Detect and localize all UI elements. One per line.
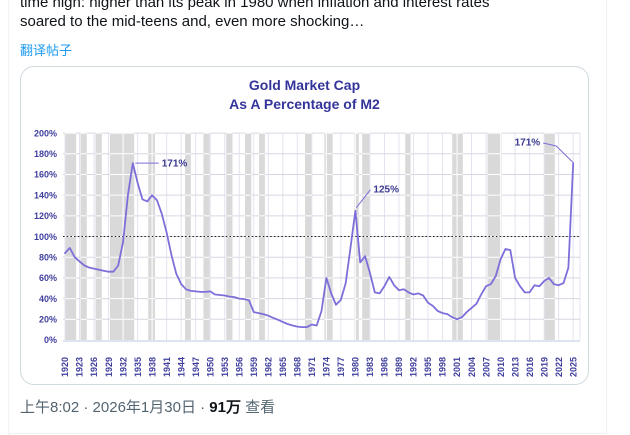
annotation-125%-1980: 125% [356, 185, 399, 208]
svg-text:1926: 1926 [89, 357, 99, 377]
svg-text:1944: 1944 [176, 357, 186, 377]
tweet-text-line2: soared to the mid-teens and, even more s… [20, 13, 365, 30]
svg-text:20%: 20% [39, 315, 57, 325]
svg-text:80%: 80% [39, 252, 57, 262]
views-label: 查看 [245, 399, 276, 416]
column-left-border [8, 0, 9, 435]
svg-text:1956: 1956 [234, 357, 244, 377]
svg-text:1983: 1983 [365, 357, 375, 377]
svg-text:1932: 1932 [118, 357, 128, 377]
svg-text:1986: 1986 [380, 357, 390, 377]
dot-separator-2: · [200, 399, 206, 416]
chart-title-line2: As A Percentage of M2 [229, 96, 380, 112]
post-time: 上午8:02 [20, 399, 80, 416]
svg-text:2010: 2010 [496, 357, 506, 377]
translate-post-link[interactable]: 翻译帖子 [20, 43, 73, 58]
x-axis-labels: 1920 1923 1926 1929 1932 1935 1938 1941 1944 1947… [60, 357, 578, 377]
svg-text:2016: 2016 [525, 357, 535, 377]
svg-text:1941: 1941 [162, 357, 172, 377]
svg-text:1974: 1974 [322, 357, 332, 377]
svg-text:60%: 60% [39, 273, 57, 283]
svg-text:2004: 2004 [467, 357, 477, 377]
svg-text:1929: 1929 [104, 357, 114, 377]
annotation-171%-2025: 171% [515, 138, 574, 163]
svg-text:1980: 1980 [351, 357, 361, 377]
svg-text:2025: 2025 [568, 357, 578, 377]
svg-text:1995: 1995 [423, 357, 433, 377]
svg-text:171%: 171% [515, 138, 541, 149]
svg-text:160%: 160% [34, 170, 57, 180]
chart-title-line1: Gold Market Cap [248, 77, 361, 93]
svg-text:171%: 171% [162, 159, 188, 170]
svg-text:1923: 1923 [75, 357, 85, 377]
svg-text:2013: 2013 [510, 357, 520, 377]
svg-text:1968: 1968 [293, 357, 303, 377]
svg-text:1950: 1950 [205, 357, 215, 377]
svg-text:1953: 1953 [220, 357, 230, 377]
y-axis-labels: 0% 20% 40% 60% 80% 100% 120% 140% 160% 180% 200% [34, 128, 57, 345]
tweet-timestamp: 上午8:02 · 2026年1月30日 · 91万 查看 [20, 396, 275, 417]
svg-text:140%: 140% [34, 190, 57, 200]
svg-text:1959: 1959 [249, 357, 259, 377]
tweet-text-line1: time high: higher than its peak in 1980 … [20, 0, 490, 11]
column-right-border [606, 0, 607, 435]
series-line-gold-pct-m2 [64, 162, 575, 329]
svg-text:2022: 2022 [554, 357, 564, 377]
svg-text:1947: 1947 [191, 357, 201, 377]
svg-text:1977: 1977 [336, 357, 346, 377]
svg-text:1971: 1971 [307, 357, 317, 377]
svg-text:2001: 2001 [452, 357, 462, 377]
svg-text:120%: 120% [34, 211, 57, 221]
views-count: 91万 [209, 399, 241, 416]
svg-text:1998: 1998 [438, 357, 448, 377]
svg-text:1965: 1965 [278, 357, 288, 377]
svg-text:2007: 2007 [481, 357, 491, 377]
svg-text:2019: 2019 [539, 357, 549, 377]
svg-text:1920: 1920 [60, 357, 70, 377]
svg-text:1992: 1992 [409, 357, 419, 377]
svg-text:1962: 1962 [264, 357, 274, 377]
svg-text:100%: 100% [34, 232, 57, 242]
svg-text:40%: 40% [39, 294, 57, 304]
post-date: 2026年1月30日 [92, 399, 196, 416]
svg-text:0%: 0% [44, 335, 57, 345]
annotation-171%-1934: 171% [135, 159, 187, 170]
svg-text:1989: 1989 [394, 357, 404, 377]
horizontal-gridlines [63, 132, 580, 320]
svg-text:180%: 180% [34, 149, 57, 159]
tweet-bottom-divider [9, 433, 606, 434]
svg-text:1935: 1935 [133, 357, 143, 377]
dot-separator-1: · [83, 399, 89, 416]
svg-text:200%: 200% [34, 128, 57, 138]
svg-text:1938: 1938 [147, 357, 157, 377]
svg-text:125%: 125% [373, 185, 399, 196]
